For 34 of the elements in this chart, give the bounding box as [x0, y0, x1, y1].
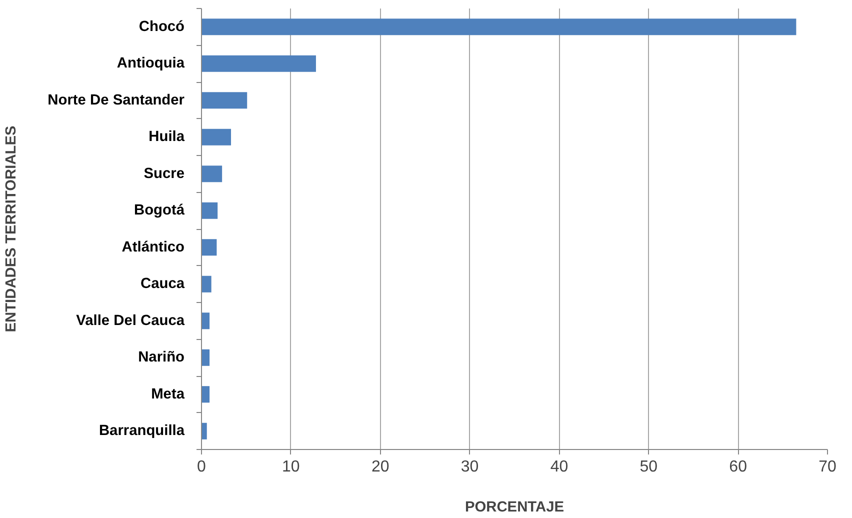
y-tick-label: Nariño — [138, 350, 185, 366]
y-axis-title: ENTIDADES TERRITORIALES — [4, 125, 20, 332]
y-tick-label: Cauca — [140, 276, 186, 292]
y-tick-label: Chocó — [138, 18, 185, 35]
y-tick-label: Sucre — [144, 166, 184, 182]
y-tick-label: Barranquilla — [98, 423, 186, 440]
x-tick-label: 50 — [640, 458, 658, 476]
x-tick-label: 10 — [282, 458, 300, 476]
bar — [202, 239, 217, 256]
x-tick-label: 20 — [371, 458, 390, 476]
y-tick-label: Atlántico — [122, 239, 185, 256]
x-tick-label: 40 — [550, 458, 568, 476]
x-axis-title: PORCENTAJE — [464, 500, 564, 516]
y-tick-label: Antioquia — [116, 56, 186, 72]
bar — [202, 18, 796, 36]
bar — [202, 55, 316, 72]
bar — [202, 386, 210, 403]
bar — [202, 349, 210, 366]
x-tick-label: 0 — [197, 458, 206, 476]
bar — [202, 166, 222, 182]
x-tick-label: 30 — [460, 458, 479, 476]
x-tick-label: 70 — [818, 458, 836, 476]
bar — [202, 312, 210, 330]
y-tick-label: Meta — [151, 386, 186, 402]
y-tick-label: Huila — [148, 129, 186, 146]
y-tick-label: Bogotá — [134, 202, 186, 219]
y-tick-label: Valle Del Cauca — [76, 312, 186, 329]
x-tick-label: 60 — [729, 458, 748, 476]
bar — [202, 92, 248, 109]
bar — [202, 202, 218, 219]
bar — [202, 128, 232, 146]
y-tick-label: Norte De Santander — [48, 92, 185, 108]
bar — [202, 422, 207, 440]
bar — [202, 276, 212, 292]
